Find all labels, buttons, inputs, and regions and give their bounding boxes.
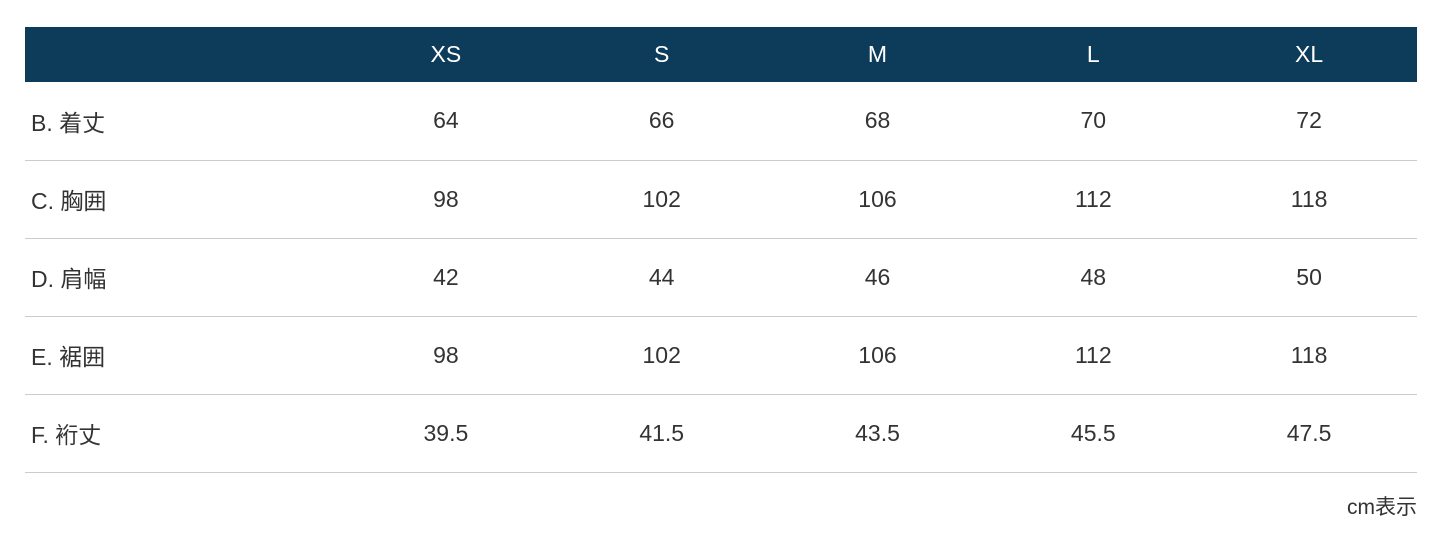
cell-value: 46 [769,238,986,317]
cell-value: 72 [1201,82,1417,161]
cell-value: 102 [553,160,770,239]
header-size-l: L [985,27,1202,82]
cell-value: 98 [338,316,554,395]
cell-value: 45.5 [985,394,1202,473]
cell-value: 106 [769,316,986,395]
cell-value: 42 [338,238,554,317]
table-row-shoulder-width: D. 肩幅 42 44 46 48 50 [25,238,1417,317]
size-chart-table: XS S M L XL B. 着丈 64 66 68 70 72 C. 胸囲 9… [25,27,1417,473]
unit-note: cm表示 [1347,495,1417,519]
cell-value: 112 [985,316,1202,395]
cell-value: 39.5 [338,394,554,473]
header-corner-cell [25,27,338,82]
row-label: B. 着丈 [25,82,338,161]
cell-value: 66 [553,82,770,161]
cell-value: 48 [985,238,1202,317]
header-size-s: S [553,27,770,82]
header-size-xs: XS [338,27,554,82]
row-label: F. 裄丈 [25,394,338,473]
table-row-sleeve-length: F. 裄丈 39.5 41.5 43.5 45.5 47.5 [25,394,1417,473]
cell-value: 118 [1201,160,1417,239]
table-row-body-length: B. 着丈 64 66 68 70 72 [25,82,1417,161]
table-row-chest: C. 胸囲 98 102 106 112 118 [25,160,1417,239]
cell-value: 64 [338,82,554,161]
row-label: C. 胸囲 [25,160,338,239]
cell-value: 98 [338,160,554,239]
cell-value: 47.5 [1201,394,1417,473]
size-header-row: XS S M L XL [25,27,1417,82]
cell-value: 41.5 [553,394,770,473]
row-label: D. 肩幅 [25,238,338,317]
row-label: E. 裾囲 [25,316,338,395]
cell-value: 70 [985,82,1202,161]
table-row-hem-width: E. 裾囲 98 102 106 112 118 [25,316,1417,395]
cell-value: 118 [1201,316,1417,395]
cell-value: 44 [553,238,770,317]
cell-value: 43.5 [769,394,986,473]
cell-value: 50 [1201,238,1417,317]
cell-value: 106 [769,160,986,239]
header-size-m: M [769,27,986,82]
cell-value: 68 [769,82,986,161]
cell-value: 102 [553,316,770,395]
cell-value: 112 [985,160,1202,239]
header-size-xl: XL [1201,27,1417,82]
